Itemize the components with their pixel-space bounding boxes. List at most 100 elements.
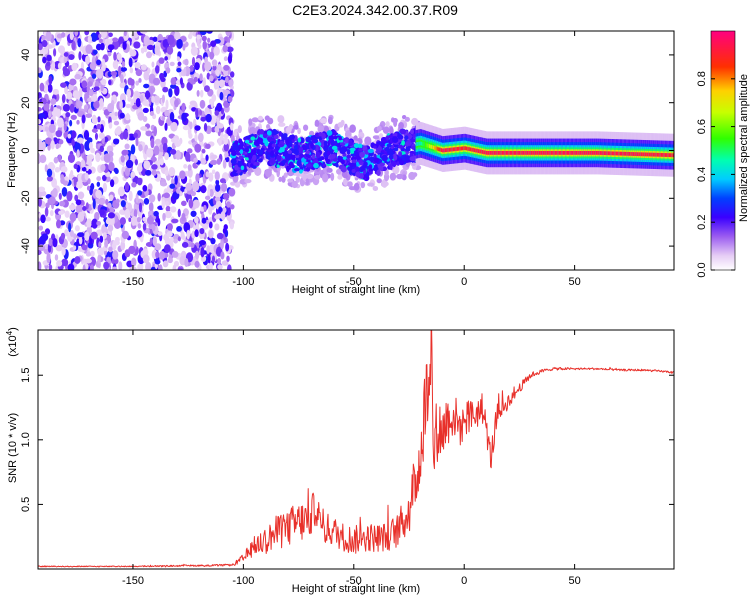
- signal-blob: [401, 140, 406, 146]
- noise-blob: [201, 35, 207, 42]
- noise-blob: [38, 186, 46, 193]
- noise-blob: [85, 251, 91, 257]
- noise-blob: [48, 196, 56, 205]
- noise-blob: [194, 143, 202, 153]
- ridge-strip: [550, 150, 553, 155]
- signal-blob: [258, 129, 265, 135]
- noise-blob: [210, 237, 216, 245]
- noise-blob: [138, 202, 143, 213]
- noise-blob: [108, 194, 114, 201]
- noise-blob: [199, 31, 207, 36]
- noise-blob: [216, 232, 224, 240]
- signal-blob: [248, 152, 252, 160]
- noise-blob: [75, 199, 82, 206]
- spectrogram-axes: -150 -100 -50 0 50 -40 -20 0 20 40: [20, 31, 674, 288]
- ridge-strip: [428, 144, 431, 149]
- ridge-strip: [546, 150, 549, 155]
- noise-blob: [211, 169, 216, 175]
- signal-blob: [399, 160, 405, 166]
- ridge-strip: [601, 151, 603, 155]
- noise-blob: [181, 102, 186, 113]
- noise-blob: [184, 257, 189, 268]
- noise-blob: [225, 31, 231, 37]
- noise-blob: [215, 179, 220, 186]
- halo-blob: [372, 185, 379, 191]
- ridge-strip: [670, 153, 672, 158]
- halo-blob: [240, 173, 247, 181]
- noise-blob: [190, 210, 197, 217]
- noise-blob: [81, 80, 88, 89]
- noise-blob: [147, 39, 155, 46]
- ridge-strip: [581, 150, 583, 155]
- noise-blob: [69, 212, 77, 222]
- signal-blob: [399, 128, 407, 135]
- ridge-strip: [442, 148, 444, 153]
- noise-blob: [208, 230, 214, 239]
- colorbar-tick-label: 0.2: [696, 215, 708, 230]
- noise-blob: [70, 114, 77, 120]
- ridge-strip: [529, 150, 532, 155]
- noise-blob: [78, 88, 83, 99]
- signal-blob: [314, 144, 319, 152]
- noise-blob: [124, 208, 131, 219]
- signal-blob: [392, 133, 399, 137]
- noise-blob: [225, 76, 229, 84]
- ridge-strip: [560, 150, 562, 155]
- noise-blob: [121, 149, 129, 156]
- signal-blob: [277, 143, 284, 148]
- ridge-strip: [485, 150, 488, 155]
- noise-blob: [106, 145, 114, 153]
- noise-blob: [214, 125, 220, 133]
- ridge-strip: [636, 152, 639, 157]
- noise-blob: [97, 116, 101, 123]
- ridge-strip: [617, 151, 619, 156]
- ridge-strip: [511, 150, 513, 155]
- signal-blob: [326, 150, 331, 156]
- noise-blob: [138, 144, 143, 152]
- signal-blob: [329, 153, 336, 160]
- noise-blob: [38, 261, 42, 270]
- halo-blob: [364, 136, 372, 146]
- noise-blob: [95, 152, 101, 163]
- noise-blob: [186, 229, 190, 240]
- signal-blob: [333, 130, 337, 137]
- signal-blob: [298, 169, 303, 174]
- halo-blob: [283, 172, 288, 178]
- signal-blob: [250, 149, 257, 156]
- halo-blob: [295, 175, 301, 183]
- noise-blob: [95, 189, 102, 199]
- signal-blob: [312, 159, 319, 165]
- signal-blob: [231, 150, 237, 156]
- ridge-strip: [607, 151, 610, 156]
- noise-blob: [57, 45, 65, 54]
- noise-blob: [46, 176, 54, 182]
- ridge-strip: [452, 147, 455, 152]
- noise-blob: [145, 261, 152, 270]
- ridge-strip: [587, 150, 590, 155]
- colorbar-tick-label: 0.0: [696, 262, 708, 277]
- signal-blob: [290, 155, 296, 160]
- noise-blob: [100, 156, 105, 161]
- svg-text:(x104): (x104): [5, 327, 19, 357]
- signal-blob: [278, 130, 282, 137]
- noise-blob: [74, 225, 80, 232]
- x-tick-label: -50: [346, 575, 362, 587]
- noise-blob: [99, 145, 105, 153]
- signal-blob: [288, 134, 293, 141]
- ridge-strip: [605, 151, 607, 156]
- noise-blob: [211, 59, 218, 67]
- noise-blob: [213, 46, 220, 56]
- noise-blob: [89, 250, 95, 257]
- signal-blob: [389, 163, 393, 171]
- noise-blob: [222, 192, 230, 200]
- noise-blob: [214, 110, 220, 116]
- ridge-strip: [655, 152, 657, 157]
- signal-blob: [299, 166, 304, 171]
- noise-blob: [64, 210, 70, 218]
- ridge-strip: [556, 150, 558, 155]
- noise-blob: [202, 77, 206, 88]
- signal-blob: [397, 144, 404, 149]
- signal-blob: [340, 159, 345, 165]
- noise-blob: [112, 239, 120, 246]
- colorbar-tick-label: 0.4: [696, 167, 708, 182]
